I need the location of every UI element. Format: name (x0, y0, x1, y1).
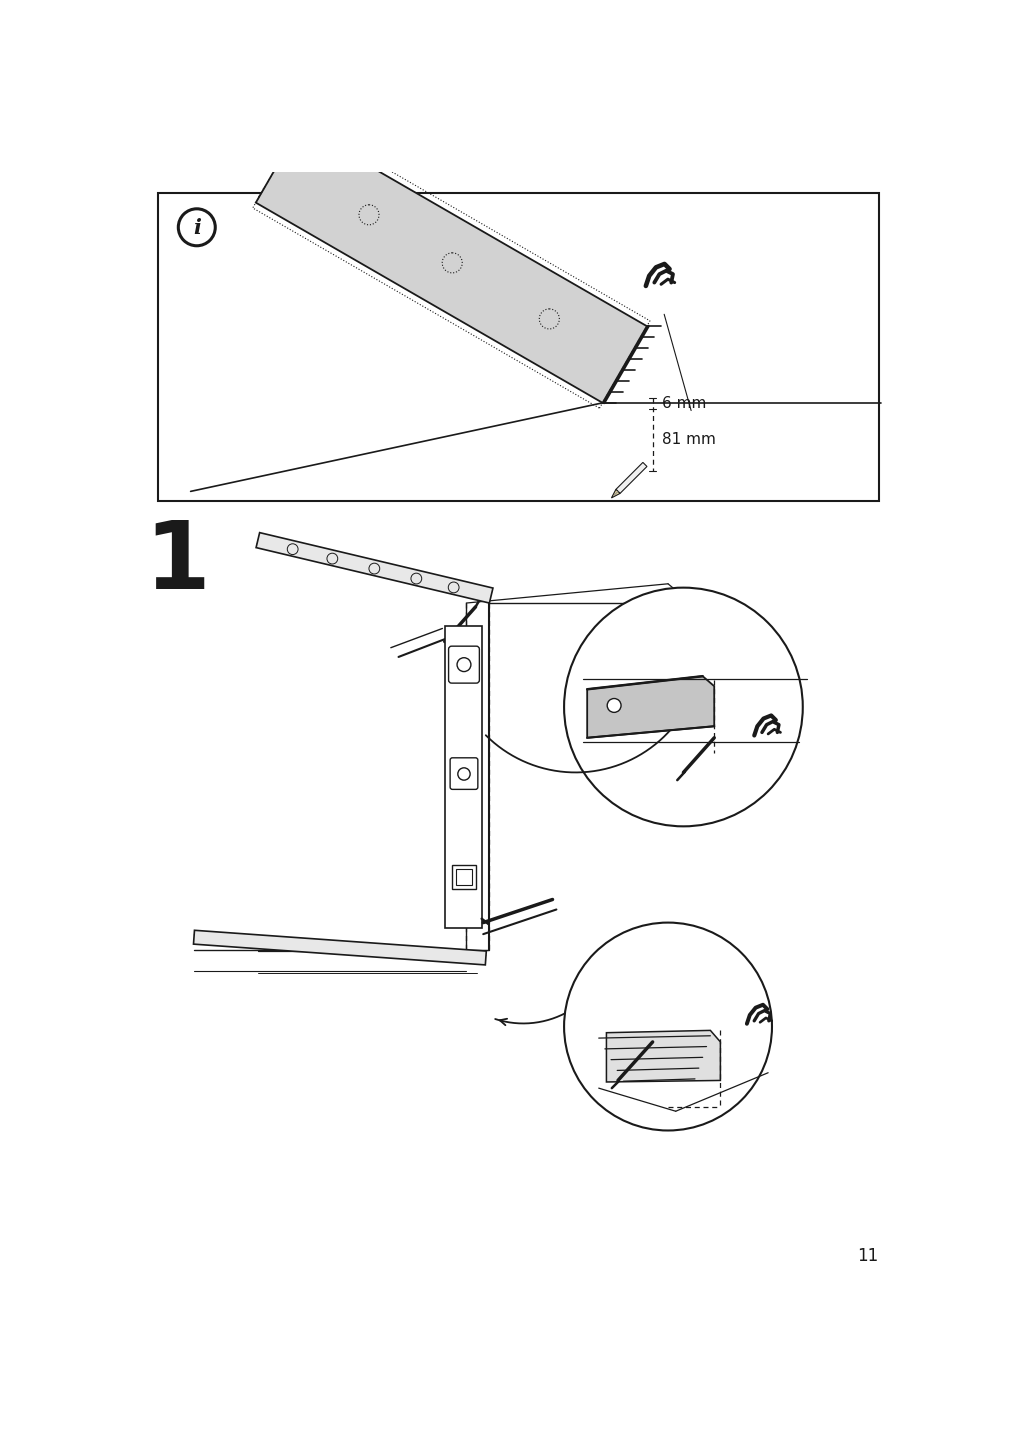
Circle shape (563, 922, 771, 1130)
Polygon shape (193, 931, 486, 965)
FancyBboxPatch shape (448, 646, 479, 683)
FancyBboxPatch shape (451, 865, 476, 889)
FancyBboxPatch shape (158, 193, 879, 501)
Polygon shape (256, 533, 492, 603)
Polygon shape (606, 1031, 720, 1083)
FancyBboxPatch shape (445, 626, 482, 928)
Text: 11: 11 (856, 1247, 878, 1264)
Polygon shape (586, 676, 714, 737)
Polygon shape (611, 490, 620, 498)
Text: 6 mm: 6 mm (661, 397, 706, 411)
Text: i: i (193, 218, 200, 238)
Circle shape (607, 699, 621, 712)
Circle shape (457, 657, 470, 672)
FancyBboxPatch shape (456, 869, 471, 885)
Circle shape (563, 587, 802, 826)
Polygon shape (256, 126, 646, 402)
Text: 81 mm: 81 mm (661, 432, 715, 447)
Text: 1: 1 (144, 517, 209, 609)
Circle shape (457, 768, 470, 780)
FancyBboxPatch shape (450, 758, 477, 789)
Polygon shape (616, 463, 646, 494)
